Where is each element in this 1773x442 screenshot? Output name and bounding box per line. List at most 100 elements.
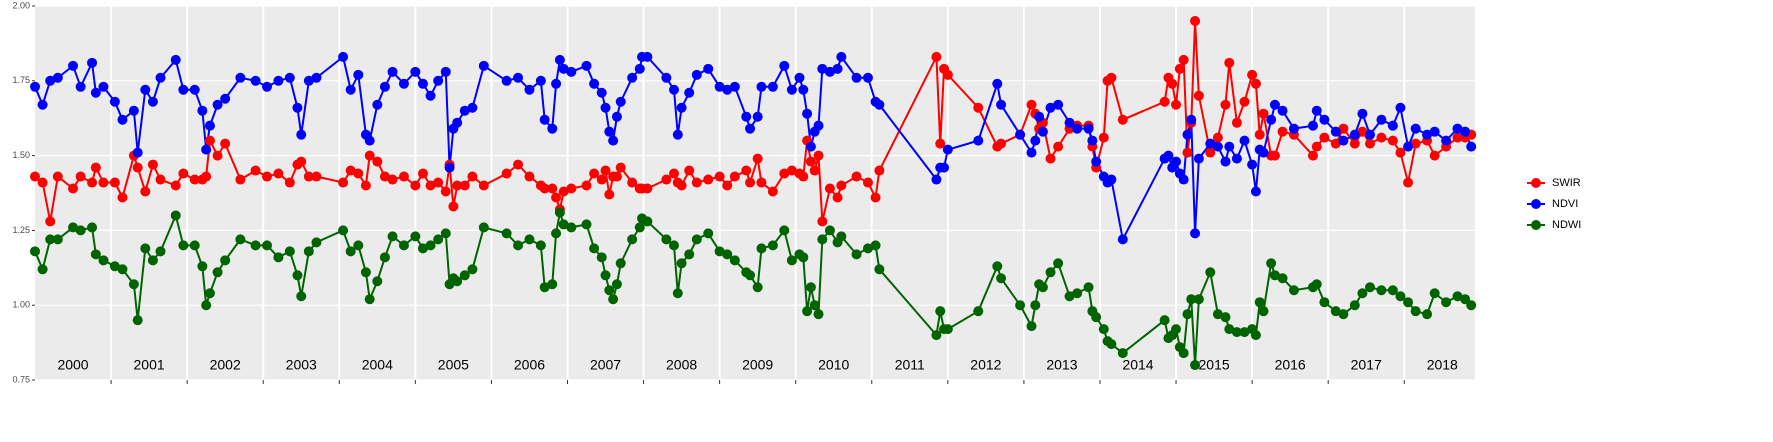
data-point [212,150,223,161]
data-point [805,156,816,167]
data-point [524,234,535,245]
data-point [189,84,200,95]
data-point [1159,96,1170,107]
data-point [874,99,885,110]
data-point [752,111,763,122]
data-point [98,177,109,188]
data-point [1357,288,1368,299]
data-point [128,279,139,290]
data-point [128,105,139,116]
data-point [140,243,151,254]
data-point [30,171,40,182]
data-point [1258,108,1269,119]
data-point [109,177,120,188]
data-point [600,165,611,176]
data-point [459,105,470,116]
data-point [117,114,128,125]
data-point [668,168,679,179]
data-point [1254,297,1265,308]
data-point [627,177,638,188]
data-point [1045,102,1056,113]
data-point [824,183,835,194]
data-point [604,189,615,200]
data-point [1098,324,1109,335]
data-point [813,150,824,161]
data-point [501,168,512,179]
data-point [836,180,847,191]
data-point [1410,123,1421,134]
data-point [535,75,546,86]
data-point [296,156,307,167]
legend-marker [1531,220,1541,230]
data-point [1319,132,1330,143]
data-point [1422,129,1433,140]
y-tick-label: 0.75 [12,374,30,384]
data-point [109,96,120,107]
data-point [729,171,740,182]
data-point [440,186,451,197]
data-point [836,231,847,242]
data-point [1250,330,1261,341]
data-point [729,81,740,92]
data-point [703,174,714,185]
data-point [478,180,489,191]
data-point [1174,63,1185,74]
data-point [992,78,1003,89]
data-point [596,174,607,185]
data-point [756,81,767,92]
data-point [212,99,223,110]
data-point [1205,267,1216,278]
data-point [235,234,246,245]
data-point [220,93,231,104]
data-point [262,240,273,251]
data-point [1258,147,1269,158]
data-point [155,246,166,257]
data-point [558,219,569,230]
data-point [1171,324,1182,335]
data-point [30,81,40,92]
data-point [1026,99,1037,110]
data-point [615,162,626,173]
data-point [817,63,828,74]
data-point [1053,99,1064,110]
data-point [851,171,862,182]
year-label: 2010 [818,357,849,373]
data-point [935,306,946,317]
data-point [668,240,679,251]
data-point [345,165,356,176]
data-point [1403,297,1414,308]
data-point [262,81,273,92]
data-point [691,69,702,80]
plot-panel [35,6,1475,380]
data-point [558,186,569,197]
legend-marker [1531,199,1541,209]
data-point [1117,234,1128,245]
data-point [353,168,364,179]
data-point [467,102,478,113]
data-point [52,171,63,182]
data-point [68,60,79,71]
data-point [98,81,109,92]
data-point [634,63,645,74]
data-point [1403,177,1414,188]
data-point [794,72,805,83]
data-point [433,177,444,188]
y-tick-label: 1.25 [12,225,30,235]
data-point [155,72,166,83]
data-point [524,171,535,182]
data-point [547,279,558,290]
data-point [745,177,756,188]
data-point [1269,99,1280,110]
data-point [220,138,231,149]
data-point [1030,300,1041,311]
data-point [931,174,942,185]
year-label: 2012 [970,357,1001,373]
data-point [832,192,843,203]
data-point [1349,129,1360,140]
data-point [311,72,322,83]
data-point [37,264,48,275]
data-point [1307,150,1318,161]
data-point [1277,273,1288,284]
data-point [1338,135,1349,146]
data-point [547,123,558,134]
